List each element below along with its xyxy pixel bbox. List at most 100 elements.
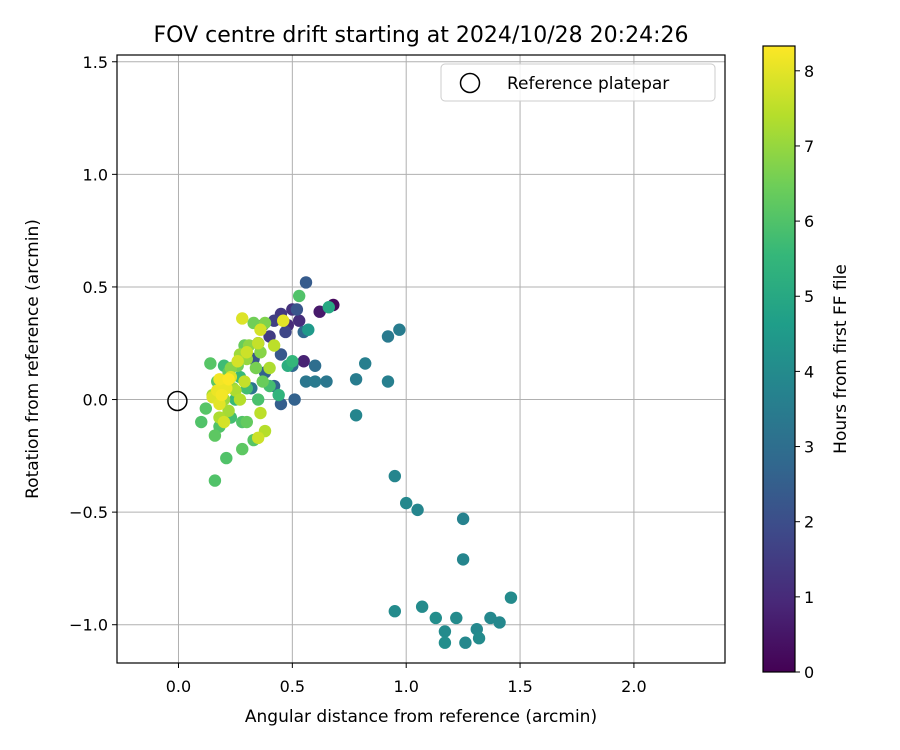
data-point xyxy=(320,375,333,388)
data-point xyxy=(472,632,486,645)
data-point xyxy=(399,496,413,510)
data-point xyxy=(381,375,395,388)
legend-box xyxy=(440,63,716,102)
data-point xyxy=(272,388,285,402)
data-point xyxy=(238,375,251,388)
data-point xyxy=(302,323,315,336)
data-point xyxy=(297,355,310,368)
data-point xyxy=(504,591,518,604)
data-point xyxy=(308,359,322,372)
data-point xyxy=(267,339,281,352)
data-point xyxy=(292,289,306,303)
colorbar-ticks: 0 1 2 3 4 5 6 7 8 xyxy=(795,62,814,682)
plot-frame xyxy=(116,54,726,664)
x-tick-label: 1.5 xyxy=(507,677,532,696)
data-point xyxy=(240,415,253,429)
x-axis-label: Angular distance from reference (arcmin) xyxy=(245,707,597,727)
data-point xyxy=(308,375,322,388)
data-point xyxy=(274,348,288,361)
data-point xyxy=(288,393,301,406)
data-point xyxy=(263,361,276,375)
data-point xyxy=(215,388,228,402)
data-point xyxy=(251,431,265,445)
colorbar-tick-label: 8 xyxy=(804,62,814,81)
data-point xyxy=(388,469,402,483)
data-point xyxy=(438,636,452,649)
data-point xyxy=(493,616,506,629)
data-point xyxy=(388,605,402,618)
colorbar-tick-label: 2 xyxy=(804,513,814,532)
x-axis-ticks: 0.0 0.5 1.0 1.5 2.0 xyxy=(166,663,647,696)
data-point xyxy=(208,429,222,442)
data-point xyxy=(213,373,226,386)
legend-entry-label: Reference platepar xyxy=(507,74,669,94)
y-tick-label: 1.5 xyxy=(83,53,108,72)
data-point xyxy=(429,611,443,625)
legend-marker-icon xyxy=(459,72,481,94)
data-point xyxy=(256,375,269,388)
data-point xyxy=(204,357,217,370)
data-point xyxy=(456,553,470,566)
data-point xyxy=(233,393,247,406)
colorbar-tick-label: 3 xyxy=(804,438,814,457)
chart-title: FOV centre drift starting at 2024/10/28 … xyxy=(154,23,689,48)
colorbar-tick-label: 5 xyxy=(804,287,814,306)
data-point xyxy=(220,451,233,465)
legend: Reference platepar xyxy=(440,63,716,102)
data-point xyxy=(359,357,372,370)
y-axis-ticks: −1.0 −0.5 0.0 0.5 1.0 1.5 xyxy=(69,53,117,635)
data-point xyxy=(254,406,267,420)
y-tick-label: 1.0 xyxy=(83,165,108,184)
colorbar-tick-label: 6 xyxy=(804,212,814,231)
data-point xyxy=(411,503,424,517)
data-point xyxy=(438,625,452,638)
data-point xyxy=(322,301,335,314)
data-point xyxy=(236,442,249,456)
colorbar xyxy=(762,45,796,673)
data-point xyxy=(299,276,313,289)
x-tick-label: 0.5 xyxy=(280,677,305,696)
colorbar-label: Hours from first FF file xyxy=(831,264,851,454)
data-point xyxy=(286,355,299,368)
data-point xyxy=(217,415,231,429)
data-point xyxy=(195,415,208,429)
x-tick-label: 1.0 xyxy=(393,677,418,696)
data-point xyxy=(208,474,222,487)
data-point xyxy=(450,611,463,625)
x-tick-label: 0.0 xyxy=(166,677,191,696)
data-point xyxy=(349,373,363,386)
data-point xyxy=(277,314,290,327)
data-point xyxy=(381,330,395,343)
data-point xyxy=(290,303,304,316)
data-points xyxy=(195,276,518,649)
data-point xyxy=(279,325,292,339)
grid-lines xyxy=(117,55,725,663)
data-point xyxy=(199,402,213,415)
reference-point-marker xyxy=(167,390,188,412)
data-point xyxy=(459,636,472,649)
y-tick-label: −1.0 xyxy=(69,616,108,635)
data-point xyxy=(231,355,244,368)
data-point xyxy=(251,337,265,350)
colorbar-tick-label: 7 xyxy=(804,137,814,156)
data-point xyxy=(222,373,235,386)
data-point xyxy=(254,323,267,336)
y-tick-label: 0.0 xyxy=(83,391,108,410)
data-point xyxy=(415,600,429,613)
data-point xyxy=(249,361,263,375)
data-point xyxy=(393,323,406,336)
colorbar-tick-label: 1 xyxy=(804,588,814,607)
y-axis-label: Rotation from reference (arcmin) xyxy=(23,219,43,499)
data-point xyxy=(456,512,470,526)
y-tick-label: −0.5 xyxy=(69,503,108,522)
data-point xyxy=(222,404,235,417)
data-point xyxy=(240,346,253,359)
y-tick-label: 0.5 xyxy=(83,278,108,297)
data-point xyxy=(236,312,249,325)
data-point xyxy=(251,393,265,406)
colorbar-tick-label: 0 xyxy=(804,663,814,682)
x-tick-label: 2.0 xyxy=(621,677,646,696)
data-point xyxy=(299,375,313,388)
colorbar-tick-label: 4 xyxy=(804,362,814,381)
